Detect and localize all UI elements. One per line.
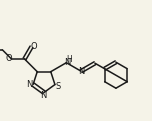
Text: N: N [40,91,47,100]
Text: N: N [78,67,85,76]
Text: O: O [30,42,37,51]
Text: O: O [6,54,12,63]
Text: S: S [55,82,61,91]
Text: N: N [64,58,70,67]
Text: N: N [26,79,33,89]
Text: H: H [66,55,72,64]
